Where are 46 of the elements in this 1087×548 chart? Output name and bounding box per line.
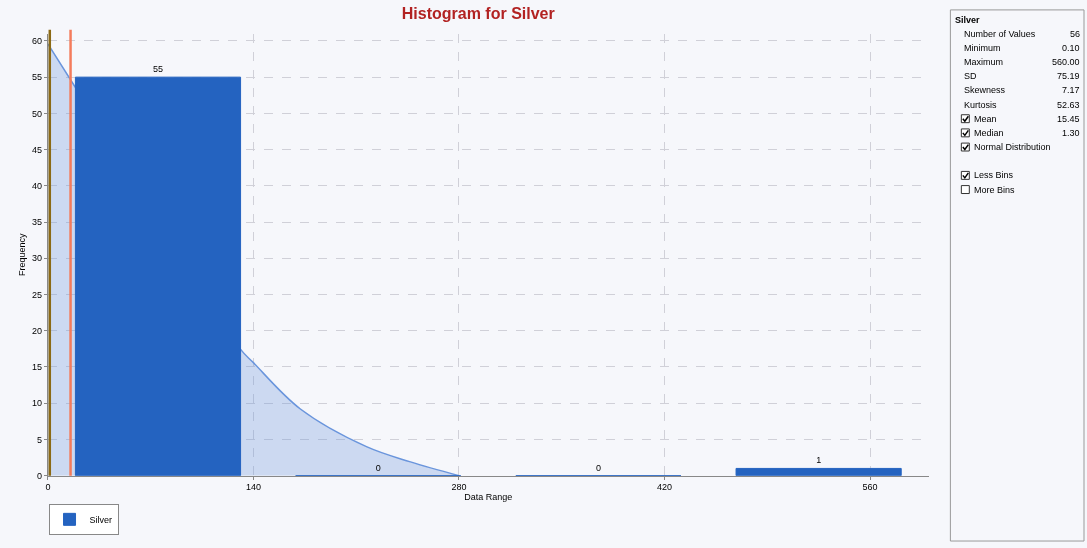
y-tick-label: 5 xyxy=(37,434,43,445)
text: Skewness xyxy=(964,85,1006,95)
text: More Bins xyxy=(974,185,1016,195)
x-tick-label: 420 xyxy=(656,482,672,493)
y-tick-label: 55 xyxy=(32,72,43,83)
text: 1.30 xyxy=(1062,128,1080,138)
y-tick-label: 20 xyxy=(32,325,43,336)
text: Normal Distribution xyxy=(974,142,1051,152)
text: 7.17 xyxy=(1062,85,1080,95)
text: Silver xyxy=(955,15,981,25)
text: 560.00 xyxy=(1052,57,1080,67)
data-label: 55 xyxy=(152,64,163,75)
text: 0.10 xyxy=(1062,43,1080,53)
x-tick-label: 560 xyxy=(862,482,878,493)
text: Number of Values xyxy=(964,29,1036,39)
y-axis-title: Frequency xyxy=(17,232,28,276)
text: Less Bins xyxy=(974,170,1014,180)
y-tick-label: 30 xyxy=(32,253,43,264)
data-label: 0 xyxy=(595,462,601,473)
y-tick-label: 0 xyxy=(37,470,43,481)
text: 15.45 xyxy=(1057,114,1080,124)
text: Minimum xyxy=(964,43,1001,53)
y-tick-label: 35 xyxy=(32,217,43,228)
y-tick-label: 10 xyxy=(32,398,43,409)
x-tick-label: 280 xyxy=(451,482,467,493)
x-tick-label: 0 xyxy=(45,482,51,493)
y-tick-label: 50 xyxy=(32,108,43,119)
text: Kurtosis xyxy=(964,100,998,110)
x-tick-label: 140 xyxy=(245,482,261,493)
data-label: 0 xyxy=(375,462,381,473)
y-tick-label: 40 xyxy=(32,180,43,191)
y-tick-label: 45 xyxy=(32,144,43,155)
text: SD xyxy=(964,71,977,81)
text: 52.63 xyxy=(1057,100,1080,110)
data-label: 1 xyxy=(816,455,822,466)
x-axis-title: Data Range xyxy=(464,492,513,503)
y-tick-label: 25 xyxy=(32,289,43,300)
y-tick-label: 60 xyxy=(32,36,43,47)
text: 56 xyxy=(1070,29,1081,39)
text: Maximum xyxy=(964,57,1004,67)
text: Mean xyxy=(974,114,997,124)
text: Median xyxy=(974,128,1004,138)
chart-title: Histogram for Silver xyxy=(401,5,555,23)
text: 75.19 xyxy=(1057,71,1080,81)
y-tick-label: 15 xyxy=(32,362,43,373)
legend-label: Silver xyxy=(89,514,113,525)
